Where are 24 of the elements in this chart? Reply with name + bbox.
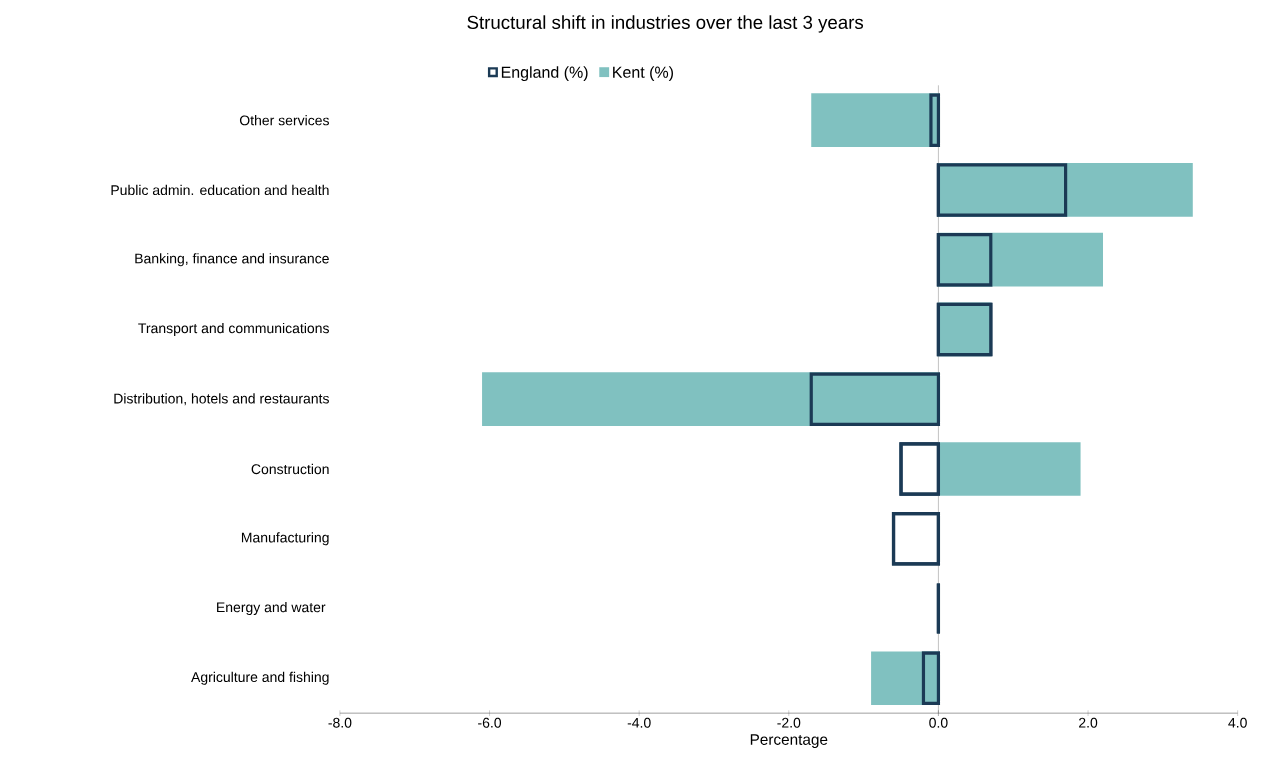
y-tick-label: Banking, finance and insurance (135, 253, 329, 267)
x-tick-label: 2.0 (1079, 717, 1098, 728)
chart-title: Structural shift in industries over the last 3 years (467, 15, 864, 33)
x-tick-label: 0.0 (929, 717, 948, 728)
x-tick-label: -8.0 (328, 717, 352, 728)
y-tick-label: Transport and communications (138, 323, 329, 337)
x-tick-label: -4.0 (627, 717, 651, 728)
bar (811, 93, 939, 148)
x-tick-label: -2.0 (777, 717, 801, 728)
x-tick-label: -6.0 (478, 717, 502, 728)
y-tick-label: Distribution, hotels and restaurants (114, 393, 329, 406)
bar (482, 372, 939, 427)
y-tick-label: Other services (239, 115, 329, 126)
bar (938, 442, 1081, 496)
x-tick-label: 4.0 (1228, 717, 1247, 728)
y-tick-label: Energy and water (217, 602, 326, 616)
bar (938, 163, 1193, 217)
y-tick-label: Agriculture and fishing (191, 671, 329, 685)
x-axis-title: Percentage (750, 734, 828, 749)
y-tick-label: Public admin. education and health (111, 184, 329, 196)
legend-label: Kent (%) (613, 66, 673, 82)
y-tick-label: Construction (251, 463, 329, 475)
y-tick-label: Manufacturing (241, 532, 329, 546)
legend-label: England (%) (501, 66, 588, 82)
